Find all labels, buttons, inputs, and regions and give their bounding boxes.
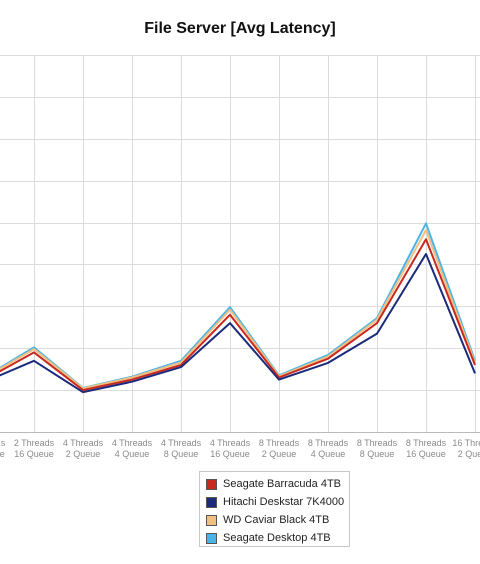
series-line-seagate-desktop-4tb — [0, 222, 476, 389]
series-line-hitachi-deskstar-7k4000 — [0, 253, 476, 394]
x-tick-label: 8 Threads 8 Queue — [357, 438, 398, 459]
x-tick-label: 4 Threads 16 Queue — [210, 438, 251, 459]
legend-item: Seagate Barracuda 4TB — [206, 475, 349, 493]
legend-swatch — [206, 478, 217, 490]
x-tick-label: 8 Threads 2 Queue — [259, 438, 300, 459]
legend-swatch — [206, 532, 217, 544]
x-tick-label: 4 Threads 2 Queue — [63, 438, 104, 459]
legend-label: WD Caviar Black 4TB — [223, 514, 330, 526]
x-tick-label: 4 Threads 4 Queue — [112, 438, 153, 459]
legend-label: Seagate Desktop 4TB — [223, 532, 331, 544]
legend-swatch — [206, 514, 217, 526]
legend-label: Hitachi Deskstar 7K4000 — [223, 496, 345, 508]
legend-item: WD Caviar Black 4TB — [206, 511, 349, 529]
x-tick-label: 8 Threads 16 Queue — [406, 438, 447, 459]
legend-label: Seagate Barracuda 4TB — [223, 478, 342, 490]
legend-swatch — [206, 496, 217, 508]
series-layer — [0, 222, 476, 394]
legend-item: Hitachi Deskstar 7K4000 — [206, 493, 349, 511]
grid-layer — [0, 55, 480, 433]
x-tick-label: 1 Threads32 Queue — [0, 438, 6, 459]
legend: Seagate Barracuda 4TB Hitachi Deskstar 7K… — [199, 471, 350, 547]
series-line-wd-caviar-black-4tb — [0, 229, 476, 390]
series-line-seagate-barracuda-4tb — [0, 238, 476, 392]
chart-title: File Server [Avg Latency] — [144, 20, 336, 37]
x-tick-label: 4 Threads 8 Queue — [161, 438, 202, 459]
x-tick-label: 8 Threads 4 Queue — [308, 438, 349, 459]
x-tick-label: 2 Threads 16 Queue — [14, 438, 55, 459]
legend-item: Seagate Desktop 4TB — [206, 529, 349, 547]
